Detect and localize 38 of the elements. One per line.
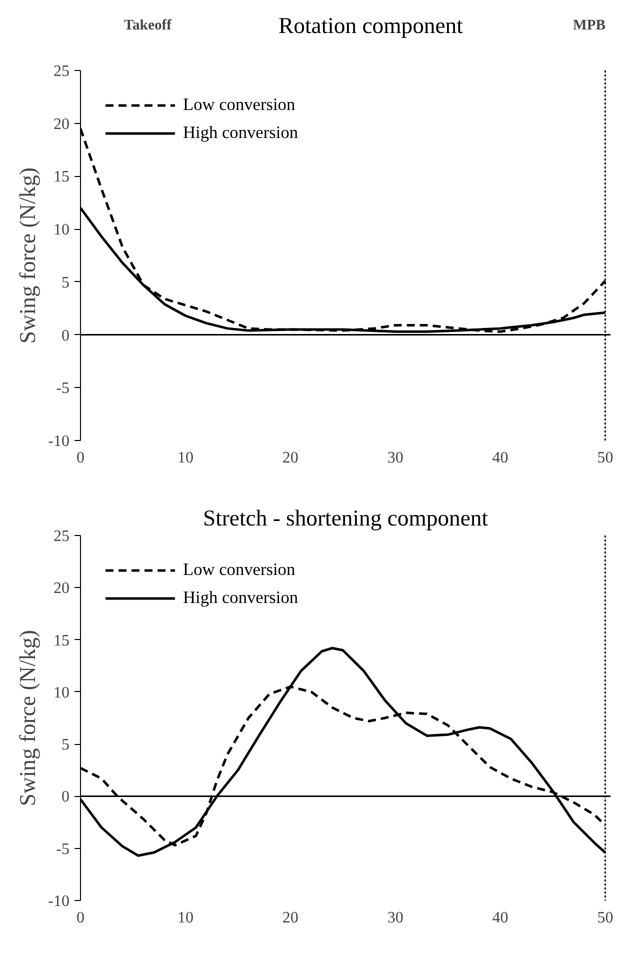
y-tick-label: 5 — [62, 736, 70, 754]
y-tick-label: 10 — [54, 684, 70, 702]
x-tick-label: 10 — [177, 910, 194, 926]
y-tick-label: 15 — [54, 168, 70, 186]
chart-title: Stretch - shortening component — [202, 506, 489, 530]
y-tick-label: -5 — [56, 840, 70, 858]
y-tick-label: -10 — [48, 433, 70, 450]
ref-line-label: MPB — [572, 18, 606, 34]
x-tick-label: 30 — [387, 910, 404, 926]
x-tick-label: 40 — [492, 450, 508, 466]
y-axis-title: Swing force (N/kg) — [15, 167, 40, 344]
y-tick-label: -10 — [48, 893, 70, 910]
y-tick-label: 25 — [54, 528, 70, 545]
legend-label: Low conversion — [183, 560, 296, 580]
legend-label: Low conversion — [183, 95, 296, 115]
y-tick-label: 0 — [62, 327, 70, 344]
x-tick-label: 0 — [76, 910, 84, 926]
x-tick-label: 20 — [282, 450, 298, 466]
legend-label: High conversion — [183, 588, 298, 608]
y-tick-label: 10 — [54, 222, 70, 239]
y-tick-label: 0 — [62, 788, 70, 806]
x-tick-label: 50 — [597, 910, 614, 926]
x-tick-label: 20 — [282, 910, 298, 926]
y-axis-title: Swing force (N/kg) — [15, 630, 40, 806]
legend-label: High conversion — [183, 123, 298, 143]
x-tick-label: 50 — [597, 450, 614, 466]
y-tick-label: -5 — [56, 380, 70, 398]
y-tick-label: 15 — [54, 632, 70, 650]
y-tick-label: 25 — [54, 63, 70, 80]
y-tick-label: 20 — [54, 580, 70, 598]
text: Takeoff — [124, 18, 173, 34]
x-tick-label: 30 — [387, 450, 404, 466]
y-tick-label: 20 — [54, 116, 70, 133]
x-tick-label: 0 — [76, 450, 84, 466]
x-tick-label: 40 — [492, 910, 508, 926]
chart-title: Rotation component — [278, 13, 464, 38]
y-tick-label: 5 — [62, 274, 70, 292]
x-tick-label: 10 — [177, 450, 194, 466]
